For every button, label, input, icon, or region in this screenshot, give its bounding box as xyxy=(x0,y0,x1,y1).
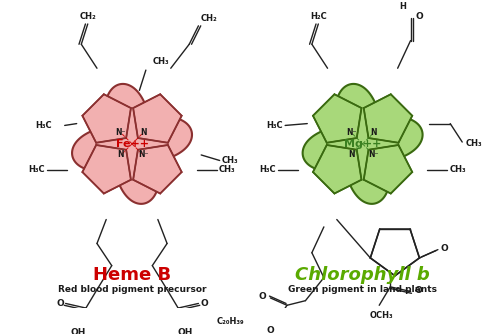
Text: CH₃: CH₃ xyxy=(466,139,482,148)
Text: Red blood pigment precursor: Red blood pigment precursor xyxy=(58,285,206,294)
Text: OH: OH xyxy=(71,328,86,334)
Text: Chlorophyll b: Chlorophyll b xyxy=(295,266,430,284)
Text: O: O xyxy=(56,299,64,308)
Text: C₂₀H₃₉: C₂₀H₃₉ xyxy=(217,317,244,326)
Text: N: N xyxy=(370,128,377,137)
Polygon shape xyxy=(82,145,131,193)
Text: CH₂: CH₂ xyxy=(200,14,217,23)
Text: H₃C: H₃C xyxy=(260,165,276,174)
Text: O: O xyxy=(440,244,448,253)
Text: CH₃: CH₃ xyxy=(450,165,466,174)
Text: Mg++: Mg++ xyxy=(344,139,382,149)
Text: O: O xyxy=(414,286,422,295)
Text: OH: OH xyxy=(178,328,193,334)
Polygon shape xyxy=(313,94,362,143)
Text: CH₃: CH₃ xyxy=(218,165,236,174)
Text: N: N xyxy=(118,151,124,159)
Text: OCH₃: OCH₃ xyxy=(369,311,393,320)
Polygon shape xyxy=(133,94,182,143)
Text: CH₃: CH₃ xyxy=(152,57,169,66)
Text: O: O xyxy=(266,326,274,334)
Polygon shape xyxy=(364,145,412,193)
Polygon shape xyxy=(302,84,422,204)
Text: O: O xyxy=(415,12,423,21)
Text: H₂C: H₂C xyxy=(310,12,326,21)
Text: Fe++: Fe++ xyxy=(116,139,148,149)
Text: Heme B: Heme B xyxy=(93,266,171,284)
Text: H₃C: H₃C xyxy=(28,165,46,174)
Polygon shape xyxy=(72,84,192,204)
Text: N: N xyxy=(348,151,355,159)
Text: H₃C: H₃C xyxy=(35,121,52,130)
Text: CH₂: CH₂ xyxy=(80,12,96,21)
Text: N⁻: N⁻ xyxy=(346,128,357,137)
Text: H₃C: H₃C xyxy=(266,121,283,130)
Text: O: O xyxy=(200,299,208,308)
Text: O: O xyxy=(259,292,266,301)
Polygon shape xyxy=(313,145,362,193)
Text: N⁻: N⁻ xyxy=(138,151,148,159)
Text: N⁻: N⁻ xyxy=(368,151,379,159)
Text: CH₃: CH₃ xyxy=(222,156,238,165)
Text: N⁻: N⁻ xyxy=(116,128,126,137)
Polygon shape xyxy=(364,94,412,143)
Polygon shape xyxy=(370,229,420,276)
Polygon shape xyxy=(133,145,182,193)
Text: N: N xyxy=(140,128,146,137)
Polygon shape xyxy=(82,94,131,143)
Text: Green pigment in land plants: Green pigment in land plants xyxy=(288,285,437,294)
Text: H: H xyxy=(399,2,406,11)
